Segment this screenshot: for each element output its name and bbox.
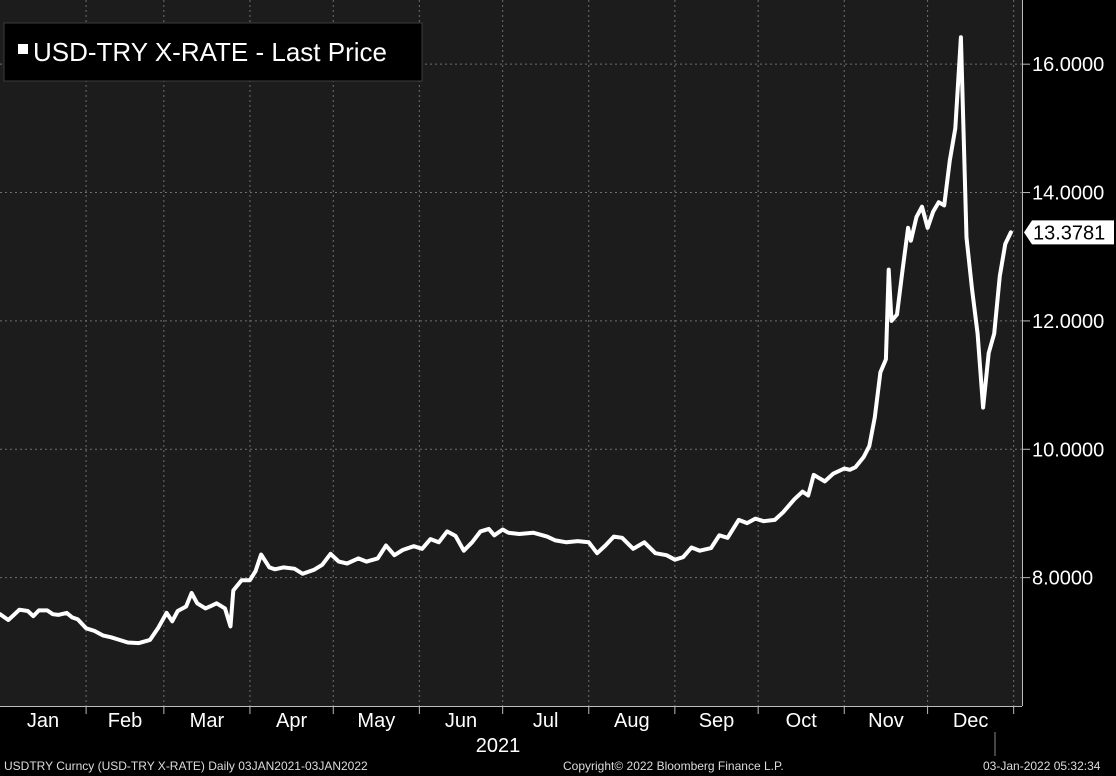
y-tick-label: 16.0000 [1032, 54, 1104, 76]
legend-box [3, 22, 423, 82]
x-tick-label: Jun [445, 710, 477, 732]
series-layer [0, 35, 1013, 646]
footer-timestamp: 03-Jan-2022 05:32:34 [983, 759, 1101, 773]
x-tick-label: Feb [108, 710, 142, 732]
legend-label: USD-TRY X-RATE - Last Price [33, 37, 387, 67]
x-tick-label: Dec [953, 710, 989, 732]
x-tick-label: Nov [868, 710, 904, 732]
last-value-label: 13.3781 [1033, 222, 1105, 244]
x-tick-label: Mar [190, 710, 225, 732]
legend-swatch [18, 44, 28, 54]
last-value-marker: 13.3781 [1024, 220, 1114, 245]
x-tick-label: Sep [699, 710, 735, 732]
x-tick-label: Apr [276, 710, 307, 732]
year-label: 2021 [476, 735, 521, 757]
footer-series-info: USDTRY Curncy (USD-TRY X-RATE) Daily 03J… [4, 759, 368, 773]
plot-background [0, 0, 1022, 706]
y-tick-label: 14.0000 [1032, 183, 1104, 205]
axes: Jan Feb Mar Apr May Jun Jul Aug Sep Oct Nov Dec 8.00… [0, 0, 1104, 756]
x-tick-label: Oct [786, 710, 818, 732]
y-tick-label: 10.0000 [1032, 439, 1104, 461]
footer-copyright: Copyright© 2022 Bloomberg Finance L.P. [563, 759, 784, 773]
last-value-tag [1024, 220, 1114, 245]
y-tick-label: 8.0000 [1032, 568, 1093, 590]
x-tick-label: Jan [27, 710, 59, 732]
series-line [0, 35, 1013, 646]
legend: USD-TRY X-RATE - Last Price [3, 22, 423, 82]
x-tick-label: Aug [614, 710, 650, 732]
x-tick-label: Jul [533, 710, 559, 732]
y-tick-label: 12.0000 [1032, 311, 1104, 333]
x-tick-label: May [357, 710, 395, 732]
